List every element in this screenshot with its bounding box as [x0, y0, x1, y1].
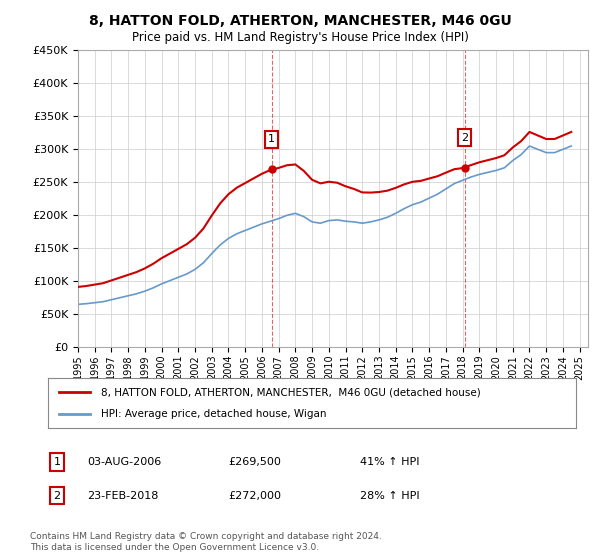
Text: 23-FEB-2018: 23-FEB-2018 — [87, 491, 158, 501]
Text: Contains HM Land Registry data © Crown copyright and database right 2024.
This d: Contains HM Land Registry data © Crown c… — [30, 532, 382, 552]
Text: HPI: Average price, detached house, Wigan: HPI: Average price, detached house, Wiga… — [101, 409, 326, 419]
Text: 1: 1 — [268, 134, 275, 144]
Text: 2: 2 — [461, 133, 468, 143]
Text: 8, HATTON FOLD, ATHERTON, MANCHESTER, M46 0GU: 8, HATTON FOLD, ATHERTON, MANCHESTER, M4… — [89, 14, 511, 28]
Text: 03-AUG-2006: 03-AUG-2006 — [87, 457, 161, 467]
Text: Price paid vs. HM Land Registry's House Price Index (HPI): Price paid vs. HM Land Registry's House … — [131, 31, 469, 44]
Text: 41% ↑ HPI: 41% ↑ HPI — [360, 457, 419, 467]
Text: 1: 1 — [53, 457, 61, 467]
Text: 8, HATTON FOLD, ATHERTON, MANCHESTER,  M46 0GU (detached house): 8, HATTON FOLD, ATHERTON, MANCHESTER, M4… — [101, 387, 481, 397]
Text: 2: 2 — [53, 491, 61, 501]
Text: £272,000: £272,000 — [228, 491, 281, 501]
Text: 28% ↑ HPI: 28% ↑ HPI — [360, 491, 419, 501]
Text: £269,500: £269,500 — [228, 457, 281, 467]
